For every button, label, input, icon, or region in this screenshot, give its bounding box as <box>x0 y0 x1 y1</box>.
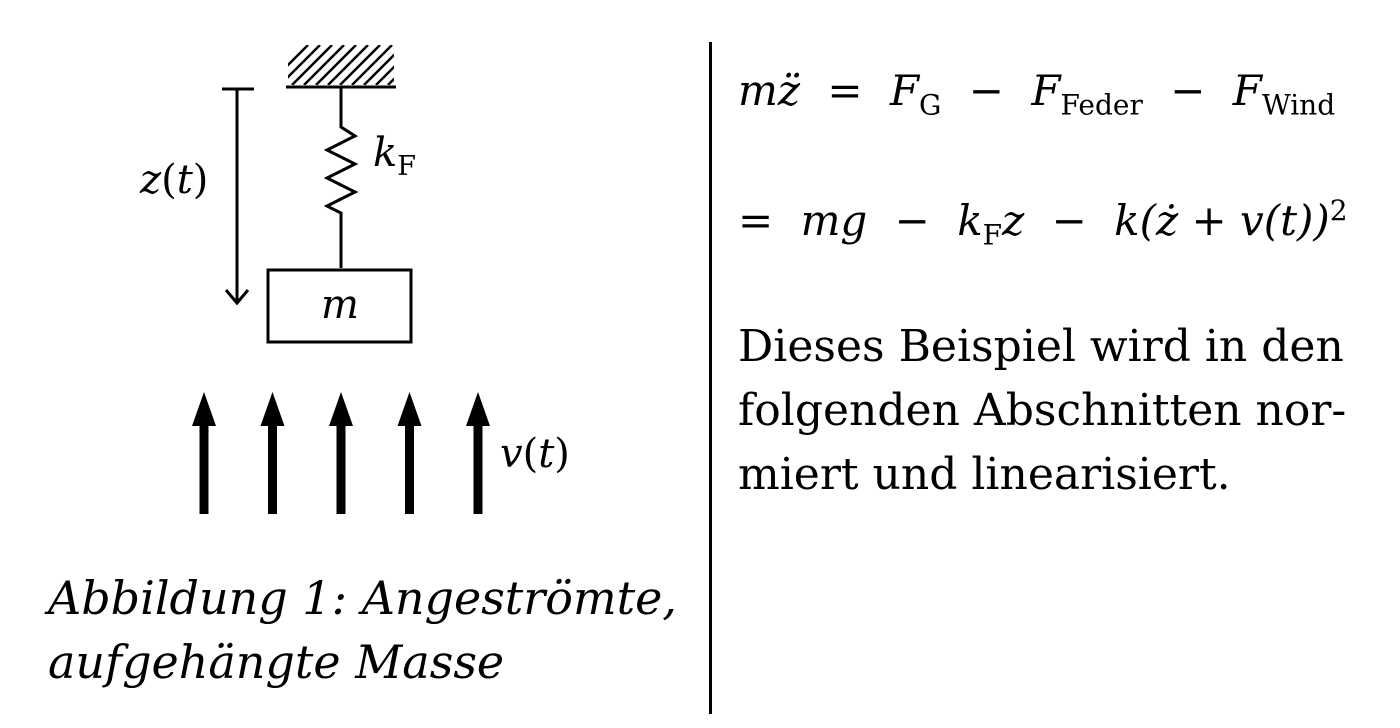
column-divider <box>709 42 712 714</box>
wind-arrow <box>260 392 285 514</box>
spring-mass-diagram: kF z(t) m v(t) <box>139 45 570 514</box>
explanation-paragraph: Dieses Beispiel wird in den folgenden Ab… <box>738 315 1388 507</box>
caption-line-1: Abbildung 1: Angeströmte, <box>48 571 677 625</box>
paragraph-line-2: folgenden Abschnitten nor- <box>738 385 1347 436</box>
displacement-arrow <box>222 87 254 306</box>
eq1-rel: = <box>827 66 863 115</box>
eq1-term-2: F <box>1031 66 1061 115</box>
figure-caption: Abbildung 1: Angeströmte, aufgehängte Ma… <box>48 566 708 694</box>
mass-block <box>266 268 413 344</box>
eq2-op-1: − <box>894 196 930 245</box>
eq1-term-2-sub: Feder <box>1060 88 1143 122</box>
eq1-op-2: − <box>1170 66 1206 115</box>
eq1-op-1: − <box>968 66 1004 115</box>
wind-arrows <box>192 392 490 514</box>
mass-label: m <box>321 282 359 328</box>
spring-label: kF <box>373 130 416 182</box>
wind-arrow <box>466 392 490 514</box>
equation-newton: mz̈ = FG − FFeder − FWind <box>738 66 1335 121</box>
eq2-term-3: k(ż + v(t)) <box>1114 196 1330 245</box>
wind-arrow <box>192 392 216 514</box>
eq2-term-1: mg <box>800 196 868 245</box>
eq2-term-2-tail: z <box>1002 196 1025 245</box>
eq2-term-2: k <box>957 196 983 245</box>
eq2-term-3-sup: 2 <box>1329 194 1348 227</box>
eq2-op-2: − <box>1051 196 1087 245</box>
spring <box>323 88 359 268</box>
eq1-lhs: mz̈ <box>738 66 800 115</box>
paragraph-line-1: Dieses Beispiel wird in den <box>738 321 1344 372</box>
wind-arrow <box>397 392 422 514</box>
paragraph-line-3: miert und linearisiert. <box>738 449 1231 500</box>
wind-label: v(t) <box>500 431 570 477</box>
wind-arrow <box>329 392 353 514</box>
eq1-term-3: F <box>1232 66 1262 115</box>
ceiling-support <box>286 45 396 89</box>
eq2-rel: = <box>738 196 774 245</box>
eq2-term-2-sub: F <box>982 218 1003 252</box>
equation-expanded: = mg − kFz − k(ż + v(t))2 <box>738 194 1348 251</box>
eq1-term-1: F <box>889 66 920 115</box>
displacement-label: z(t) <box>139 157 208 203</box>
caption-line-2: aufgehängte Masse <box>48 635 505 689</box>
eq1-term-3-sub: Wind <box>1261 88 1336 122</box>
eq1-term-1-sub: G <box>919 88 942 122</box>
